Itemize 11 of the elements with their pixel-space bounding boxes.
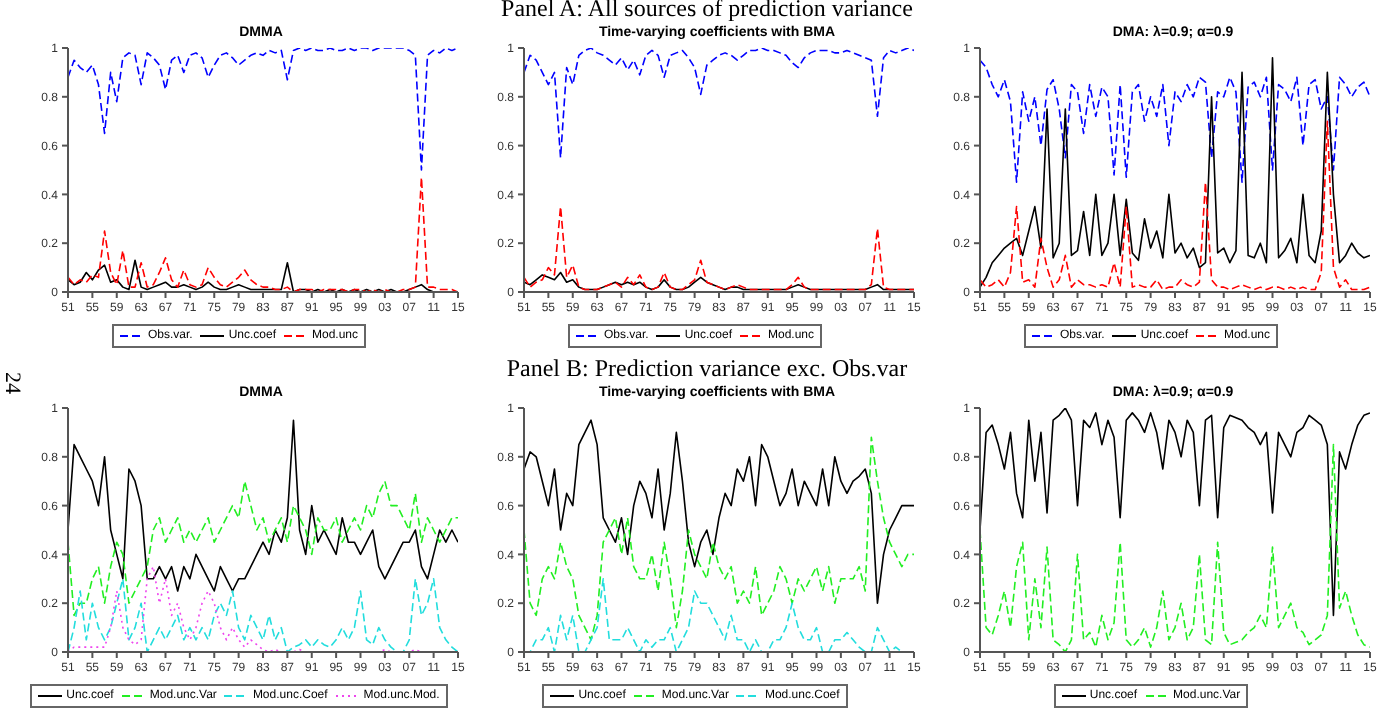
line-series	[524, 419, 914, 604]
line-series	[68, 480, 458, 617]
line-series	[524, 436, 914, 641]
text: Panel B: Prediction variance exc. Obs.var	[504, 354, 910, 384]
line-series	[68, 419, 458, 592]
line-series	[980, 56, 1370, 288]
line-series	[68, 48, 458, 171]
text: 24	[0, 372, 24, 394]
line-series	[524, 48, 914, 159]
line-series	[980, 59, 1370, 183]
line-series	[980, 408, 1370, 617]
